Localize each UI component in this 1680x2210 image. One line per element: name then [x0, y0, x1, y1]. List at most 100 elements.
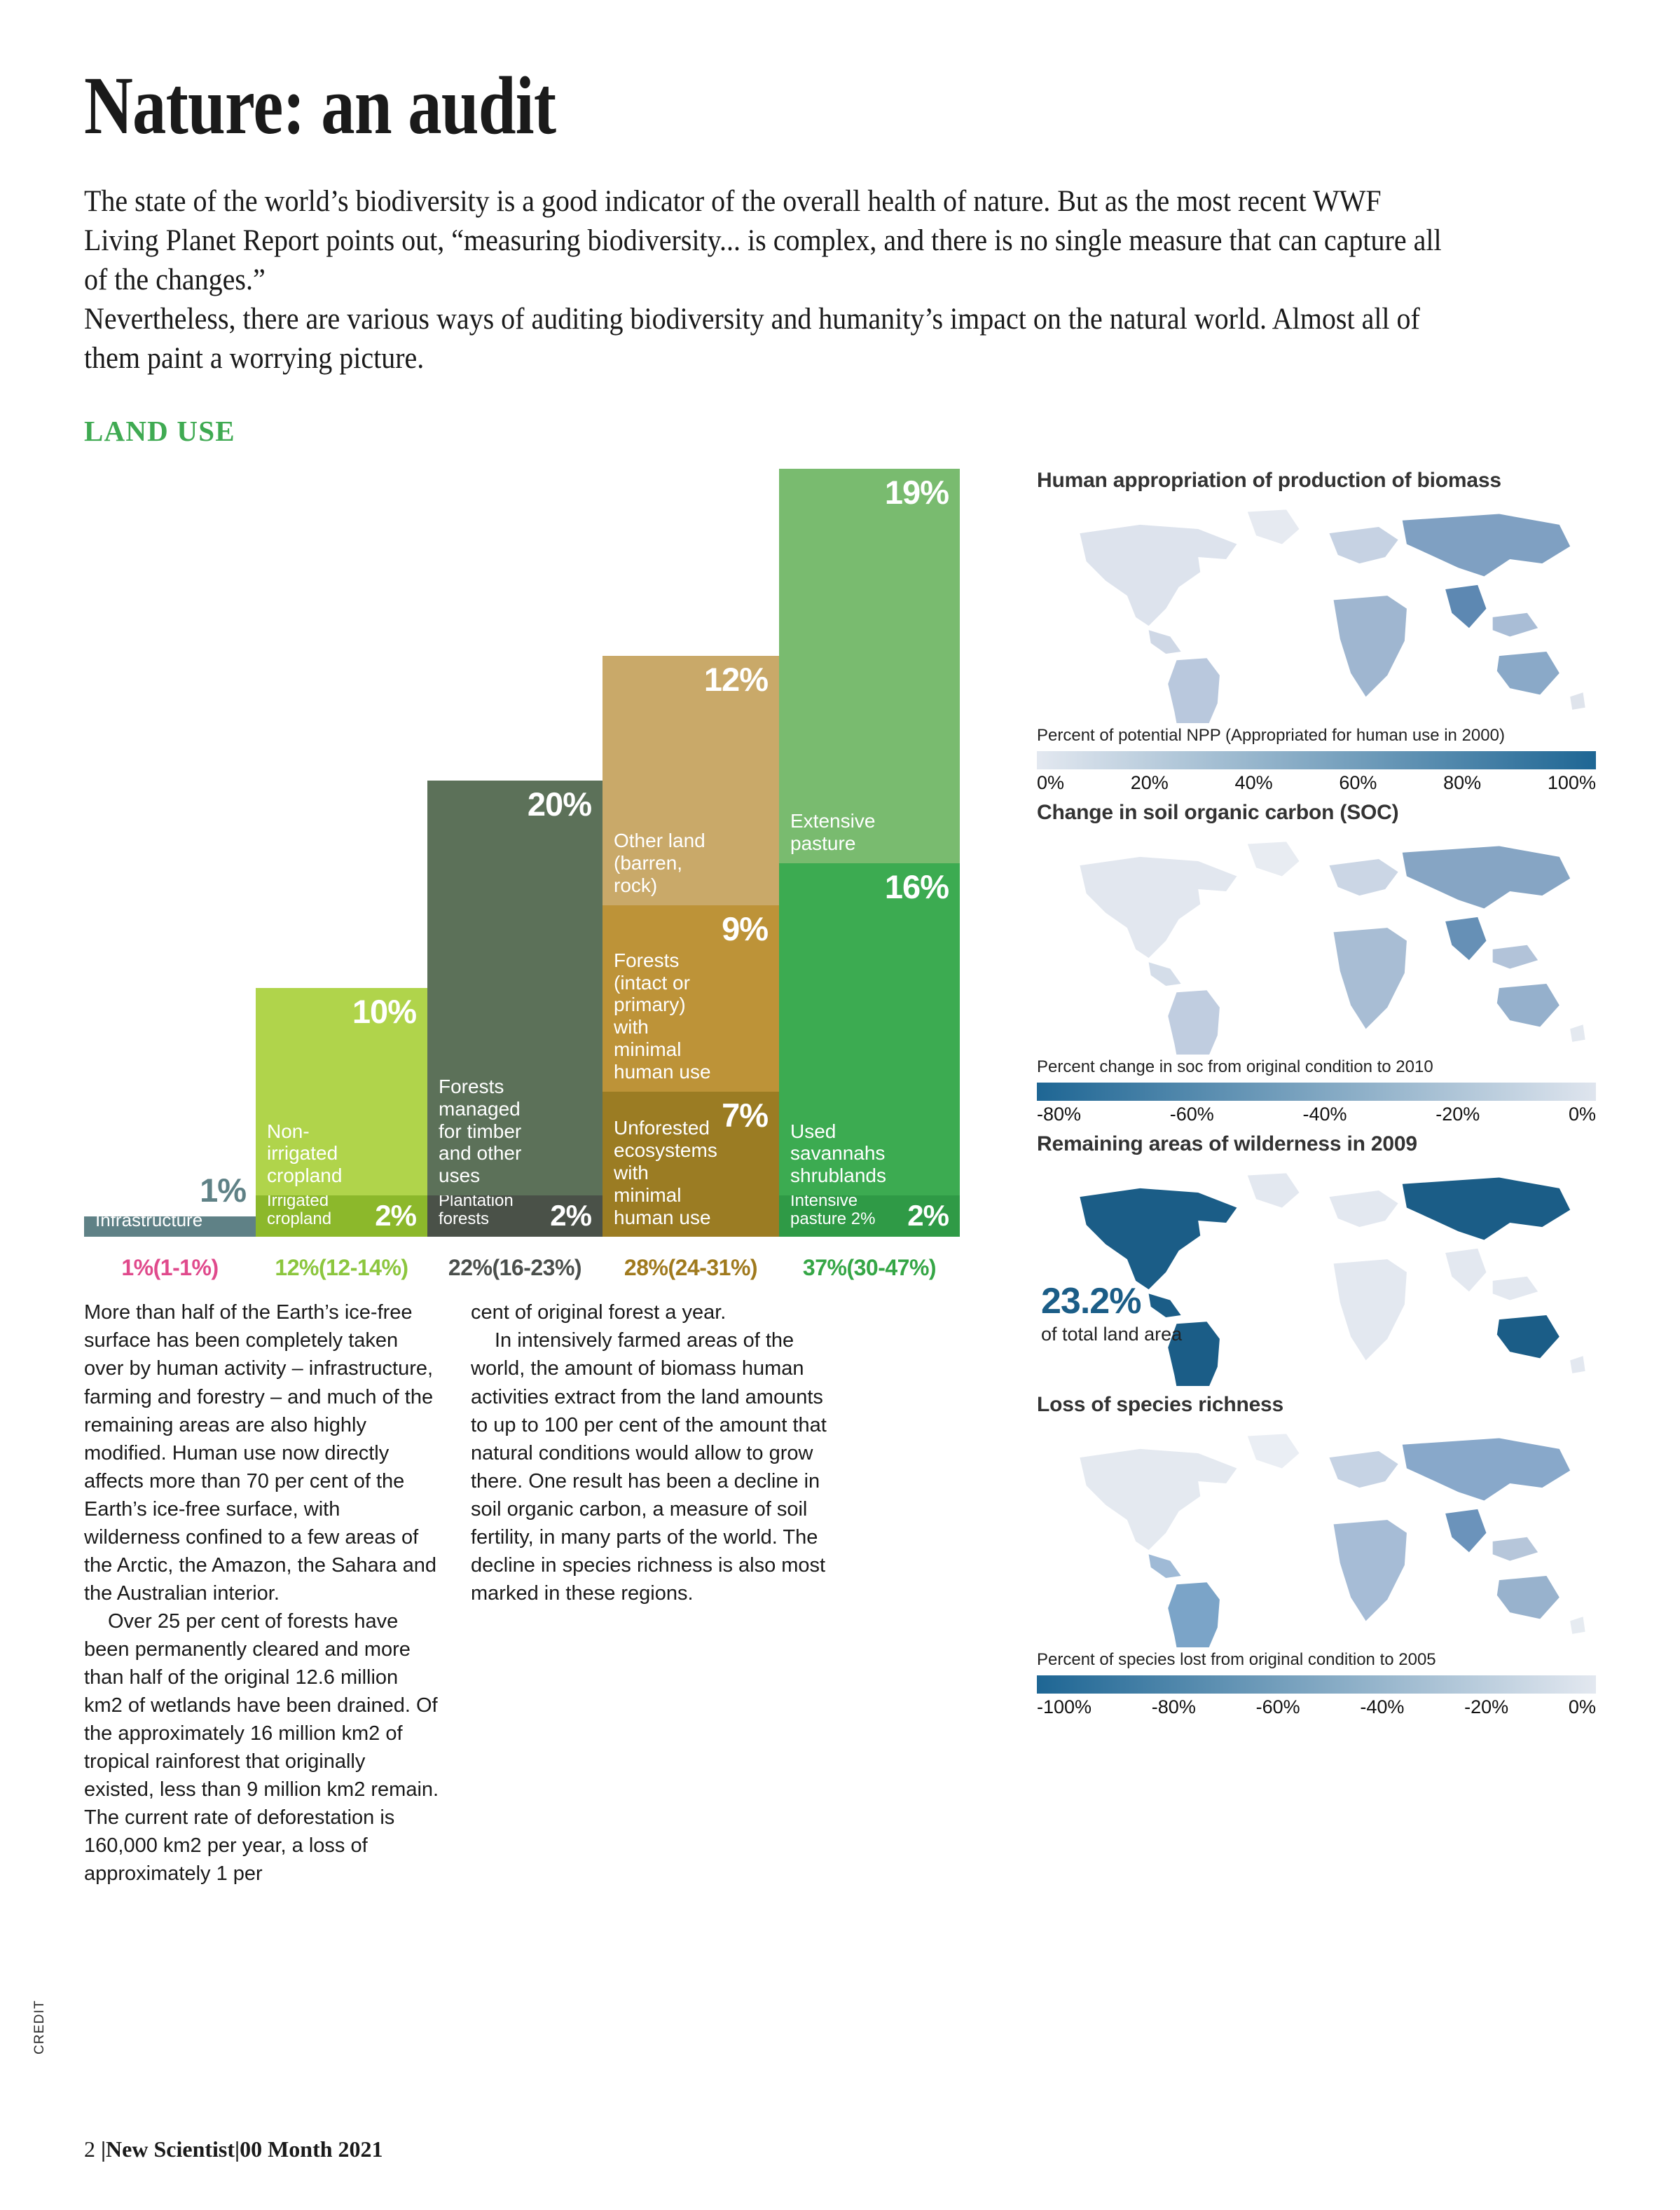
- segment-value: 2%: [375, 1199, 417, 1233]
- footer-date: 00 Month 2021: [240, 2136, 383, 2162]
- segment-label: Used savannahs shrublands: [790, 1120, 886, 1187]
- legend-tick-label: 100%: [1547, 771, 1596, 793]
- map-panels: Human appropriation of production of bio…: [981, 469, 1596, 1887]
- chart-segment: 2% Intensive pasture 2%: [779, 1195, 960, 1237]
- world-map-graphic: [1080, 842, 1585, 1055]
- body-paragraph: Over 25 per cent of forests have been pe…: [84, 1610, 439, 1885]
- footer-brand: New Scientist: [106, 2136, 235, 2162]
- legend-caption: Percent of potential NPP (Appropriated f…: [1037, 725, 1505, 745]
- chart-segment: 12% Other land (barren, rock): [603, 656, 779, 905]
- chart-segment: 2% Irrigated cropland: [256, 1195, 427, 1237]
- legend-tick-label: -20%: [1464, 1696, 1509, 1717]
- body-paragraph: In intensively farmed areas of the world…: [471, 1329, 827, 1605]
- section-kicker-land-use: LAND USE: [84, 415, 235, 448]
- chart-column: Infrastructure 1%: [84, 1174, 256, 1237]
- world-map-graphic: [1080, 509, 1585, 723]
- map-panel-title: Remaining areas of wilderness in 2009: [1037, 1132, 1417, 1155]
- map-panel-title: Human appropriation of production of bio…: [1037, 469, 1501, 493]
- segment-value: 9%: [722, 910, 769, 947]
- wilderness-stat-value: 23.2%: [1041, 1281, 1141, 1322]
- chart-total-label: 12%(12-14%): [275, 1255, 408, 1281]
- chart-column: 19% Extensive pasture 16% Used savannahs sh…: [779, 469, 960, 1237]
- segment-value: 12%: [703, 661, 769, 699]
- legend-tick-label: 60%: [1339, 771, 1377, 793]
- legend-caption: Percent of species lost from original co…: [1037, 1649, 1436, 1669]
- map-panel: Loss of species richness Percent of speci…: [1037, 1393, 1596, 1717]
- legend-tick-label: -60%: [1169, 1103, 1214, 1125]
- body-paragraph: cent of original forest a year.: [471, 1301, 727, 1324]
- chart-total-label: 37%(30-47%): [802, 1255, 937, 1281]
- footer-page-number: 2: [84, 2136, 95, 2162]
- body-text-column-2: cent of original forest a year. In inten…: [471, 1298, 827, 1887]
- page-title: Nature: an audit: [84, 60, 556, 151]
- map-canvas: [1037, 497, 1596, 723]
- map-panel: Change in soil organic carbon (SOC) Perce…: [1037, 801, 1596, 1125]
- footer-separator: |: [235, 2136, 240, 2162]
- segment-label: Unforested ecosystems with minimal human…: [614, 1116, 717, 1228]
- map-panel-title: Loss of species richness: [1037, 1393, 1284, 1417]
- chart-segment: 9% Forests (intact or primary) with minim…: [603, 905, 779, 1092]
- segment-label: Non-irrigated cropland: [267, 1120, 343, 1187]
- legend-tick-label: 0%: [1568, 1696, 1596, 1717]
- wilderness-stat: 23.2% of total land area: [1041, 1283, 1182, 1345]
- chart-segment: 19% Extensive pasture: [779, 469, 960, 864]
- world-map-graphic: [1080, 1173, 1585, 1387]
- land-use-stacked-chart: Infrastructure 1% 10% Non-irrigated croplan…: [84, 469, 981, 1280]
- segment-label: Forests (intact or primary) with minimal…: [614, 949, 711, 1083]
- legend-gradient-bar: [1037, 750, 1596, 769]
- segment-value: 16%: [884, 868, 949, 906]
- map-panel: Human appropriation of production of bio…: [1037, 469, 1596, 793]
- content-area: Infrastructure 1% 10% Non-irrigated croplan…: [84, 469, 1596, 1887]
- standfirst-paragraph-1: The state of the world’s biodiversity is…: [84, 185, 1442, 296]
- credit-label: CREDIT: [32, 2000, 47, 2054]
- chart-segment: 2% Plantation forests: [427, 1195, 603, 1237]
- footer-separator: |: [101, 2136, 106, 2162]
- legend-ticks: -80% -60% -40% -20% 0%: [1037, 1104, 1596, 1125]
- legend-tick-label: -100%: [1037, 1696, 1092, 1717]
- map-panel: Remaining areas of wilderness in 2009 23.…: [1037, 1132, 1596, 1387]
- world-map-graphic: [1080, 1434, 1585, 1647]
- map-canvas: [1037, 1421, 1596, 1647]
- map-canvas: [1037, 829, 1596, 1055]
- chart-segment: 16% Used savannahs shrublands: [779, 863, 960, 1196]
- segment-value: 20%: [527, 785, 592, 823]
- segment-value: 7%: [722, 1097, 769, 1134]
- legend-tick-label: 0%: [1037, 771, 1065, 793]
- legend-tick-label: 20%: [1130, 771, 1169, 793]
- segment-label: Extensive pasture: [790, 810, 876, 855]
- segment-label: Infrastructure: [95, 1216, 203, 1230]
- legend-tick-label: 80%: [1443, 771, 1482, 793]
- legend-tick-label: -80%: [1151, 1696, 1196, 1717]
- legend-gradient-bar: [1037, 1082, 1596, 1101]
- chart-segment: 20% Forests managed for timber and other …: [427, 780, 603, 1196]
- legend-tick-label: -60%: [1255, 1696, 1300, 1717]
- chart-segment: Infrastructure: [84, 1216, 256, 1237]
- legend-tick-label: -20%: [1435, 1103, 1480, 1125]
- segment-value: 2%: [550, 1199, 592, 1233]
- legend-tick-label: 40%: [1234, 771, 1273, 793]
- left-column: Infrastructure 1% 10% Non-irrigated croplan…: [84, 469, 981, 1887]
- wilderness-stat-label: of total land area: [1041, 1324, 1183, 1345]
- segment-label: Forests managed for timber and other use…: [439, 1075, 522, 1187]
- segment-label: Intensive pasture 2%: [790, 1195, 876, 1229]
- segment-value: 10%: [352, 993, 417, 1031]
- legend-ticks: -100% -80% -60% -40% -20% 0%: [1037, 1696, 1596, 1718]
- standfirst-paragraph-2: Nevertheless, there are various ways of …: [84, 302, 1420, 375]
- segment-label: Other land (barren, rock): [614, 829, 705, 896]
- chart-column: 20% Forests managed for timber and other …: [427, 780, 603, 1237]
- map-panel-title: Change in soil organic carbon (SOC): [1037, 800, 1399, 824]
- segment-label: Irrigated cropland: [267, 1195, 332, 1229]
- chart-total-axis: 1%(1-1%) 12%(12-14%) 22%(16-23%) 28%(24-31%…: [84, 1255, 981, 1281]
- map-canvas: 23.2% of total land area: [1037, 1160, 1596, 1387]
- chart-column: 10% Non-irrigated cropland 2% Irrigated cro…: [256, 988, 427, 1237]
- chart-total-label: 22%(16-23%): [448, 1255, 582, 1281]
- chart-total-label: 28%(24-31%): [624, 1255, 758, 1281]
- standfirst: The state of the world’s biodiversity is…: [84, 182, 1459, 378]
- chart-segment: 10% Non-irrigated cropland: [256, 988, 427, 1196]
- segment-value: 19%: [884, 474, 949, 512]
- legend-tick-label: 0%: [1568, 1103, 1596, 1125]
- body-paragraph: More than half of the Earth’s ice-free s…: [84, 1301, 436, 1605]
- page-footer: 2 |New Scientist|00 Month 2021: [84, 2136, 383, 2162]
- chart-segment: 7% Unforested ecosystems with minimal hum…: [603, 1092, 779, 1237]
- legend-gradient-bar: [1037, 1675, 1596, 1694]
